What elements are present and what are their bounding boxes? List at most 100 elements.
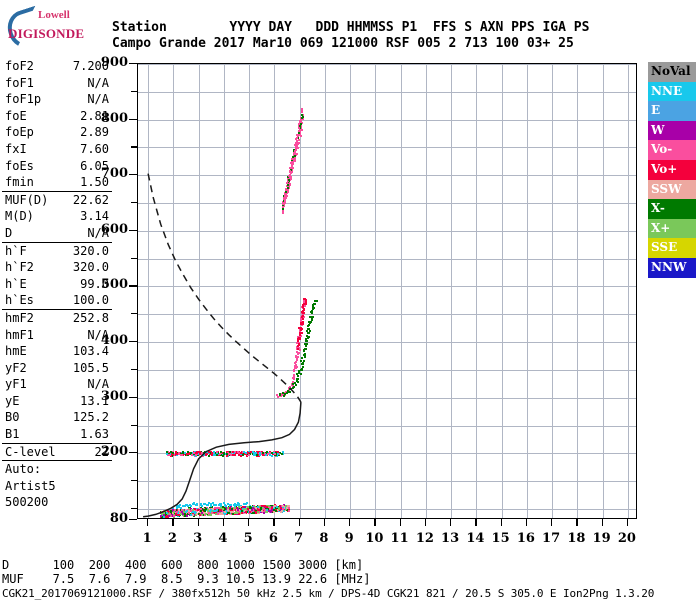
data-point bbox=[301, 318, 304, 320]
data-point bbox=[243, 506, 246, 509]
data-point bbox=[230, 454, 233, 457]
data-point bbox=[226, 508, 229, 511]
data-point bbox=[170, 513, 173, 516]
legend-item-vo[interactable]: Vo+ bbox=[648, 159, 696, 180]
data-point bbox=[181, 508, 184, 511]
param-row-md: M(D) 3.14 bbox=[2, 208, 112, 225]
legend-item-nnw[interactable]: NNW bbox=[648, 257, 696, 278]
param-key: D bbox=[5, 225, 13, 240]
ionogram-plot-area[interactable] bbox=[137, 63, 637, 519]
data-point bbox=[290, 384, 293, 386]
x-axis-tick bbox=[349, 519, 351, 526]
data-point bbox=[187, 451, 189, 453]
param-key: B0 bbox=[5, 410, 20, 425]
data-point bbox=[289, 386, 292, 389]
x-axis-label: 9 bbox=[344, 531, 354, 546]
data-point bbox=[299, 327, 302, 330]
data-point bbox=[305, 298, 307, 301]
data-point bbox=[171, 511, 174, 514]
data-point bbox=[254, 510, 257, 513]
legend-item-x[interactable]: X- bbox=[648, 199, 696, 219]
data-point bbox=[276, 505, 279, 508]
data-point bbox=[283, 192, 286, 195]
gridline-horizontal bbox=[138, 425, 636, 427]
data-point bbox=[298, 342, 301, 345]
gridline-horizontal bbox=[138, 175, 636, 177]
data-point bbox=[302, 301, 305, 304]
gridline-vertical bbox=[602, 64, 604, 518]
gridline-vertical bbox=[274, 64, 276, 518]
data-point bbox=[210, 513, 213, 516]
data-point bbox=[305, 300, 308, 303]
param-key: h`E bbox=[5, 276, 27, 291]
data-point bbox=[282, 205, 284, 208]
data-point bbox=[176, 506, 179, 509]
data-point bbox=[286, 507, 289, 509]
data-point bbox=[200, 504, 203, 507]
data-point bbox=[301, 310, 304, 313]
param-key: hmF2 bbox=[5, 310, 34, 325]
legend-item-noval[interactable]: NoVal bbox=[648, 62, 696, 82]
header-labels-row: Station YYYY DAY DDD HHMMSS P1 FFS S AXN… bbox=[112, 20, 590, 35]
data-point bbox=[235, 505, 238, 508]
data-point bbox=[294, 148, 297, 151]
data-point bbox=[296, 373, 299, 376]
data-point bbox=[257, 451, 260, 454]
data-point bbox=[201, 513, 204, 516]
param-row-foe: foE 2.81 bbox=[2, 108, 112, 125]
data-point bbox=[287, 185, 290, 188]
data-point bbox=[203, 511, 206, 514]
data-point bbox=[217, 510, 220, 512]
gridline-horizontal bbox=[138, 453, 636, 455]
data-point bbox=[211, 510, 214, 513]
data-point bbox=[290, 161, 293, 164]
legend-item-sse[interactable]: SSE bbox=[648, 238, 696, 258]
data-point bbox=[299, 373, 302, 376]
param-key: h`Es bbox=[5, 293, 34, 308]
param-key: foE bbox=[5, 108, 27, 123]
data-point bbox=[242, 452, 245, 455]
footer-row-file: CGK21_2017069121000.RSF / 380fx512h 50 k… bbox=[2, 587, 655, 600]
legend-item-x[interactable]: X+ bbox=[648, 218, 696, 239]
data-point bbox=[302, 314, 304, 317]
data-point bbox=[293, 374, 295, 377]
param-row-foes: foEs 6.05 bbox=[2, 158, 112, 175]
legend-item-w[interactable]: W bbox=[648, 120, 696, 141]
data-point bbox=[237, 451, 239, 454]
data-point bbox=[231, 508, 234, 511]
data-point bbox=[219, 504, 222, 507]
param-value: 1.63 bbox=[80, 427, 109, 442]
data-point bbox=[191, 454, 194, 457]
data-point bbox=[175, 509, 177, 512]
data-point bbox=[288, 181, 291, 184]
legend-item-ssw[interactable]: SSW bbox=[648, 179, 696, 200]
legend-item-e[interactable]: E bbox=[648, 101, 696, 121]
data-point bbox=[299, 120, 302, 123]
data-point bbox=[281, 202, 284, 205]
data-point bbox=[206, 512, 209, 515]
legend-item-nne[interactable]: NNE bbox=[648, 81, 696, 102]
data-point bbox=[307, 324, 310, 327]
data-point bbox=[225, 454, 228, 457]
data-point bbox=[247, 454, 250, 456]
x-axis-label: 1 bbox=[142, 531, 152, 546]
data-point bbox=[246, 511, 249, 514]
x-axis-label: 18 bbox=[567, 531, 586, 546]
data-point bbox=[283, 393, 286, 396]
y-axis-minor-tick bbox=[131, 202, 137, 204]
data-point bbox=[272, 508, 275, 511]
logo-lowell-text: Lowell bbox=[38, 9, 70, 21]
legend-item-vo[interactable]: Vo- bbox=[648, 140, 696, 160]
data-point bbox=[229, 512, 232, 515]
data-point bbox=[302, 316, 305, 319]
data-point bbox=[270, 452, 272, 455]
data-point bbox=[219, 451, 222, 454]
data-point bbox=[271, 453, 274, 456]
data-point bbox=[172, 512, 175, 515]
param-key: foEp bbox=[5, 125, 34, 140]
data-point bbox=[227, 450, 230, 453]
data-point bbox=[243, 512, 246, 514]
data-point bbox=[193, 514, 196, 516]
data-point bbox=[300, 328, 303, 330]
data-point bbox=[167, 514, 170, 517]
